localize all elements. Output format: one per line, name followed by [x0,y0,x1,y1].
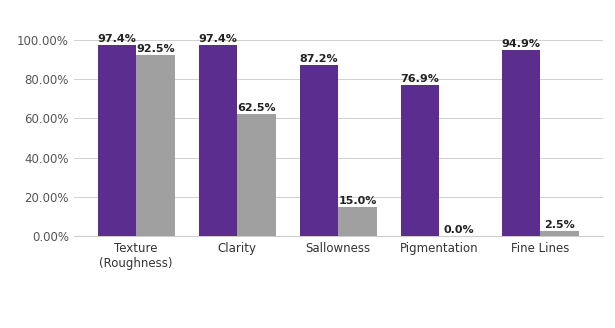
Bar [98,45,137,236]
Text: 87.2%: 87.2% [300,54,338,64]
Text: 92.5%: 92.5% [136,44,175,54]
Bar [137,55,175,236]
Text: 62.5%: 62.5% [237,103,276,113]
Text: 76.9%: 76.9% [400,74,440,84]
Bar [502,50,540,236]
Bar [401,85,439,236]
Text: 97.4%: 97.4% [199,34,237,44]
Bar [300,65,338,236]
Text: 97.4%: 97.4% [98,34,137,44]
Bar [199,45,237,236]
Bar [237,113,276,236]
Text: 15.0%: 15.0% [338,196,376,206]
Text: 2.5%: 2.5% [544,220,575,230]
Text: 0.0%: 0.0% [443,225,474,235]
Bar [338,207,376,236]
Text: 94.9%: 94.9% [502,39,541,49]
Bar [540,231,579,236]
